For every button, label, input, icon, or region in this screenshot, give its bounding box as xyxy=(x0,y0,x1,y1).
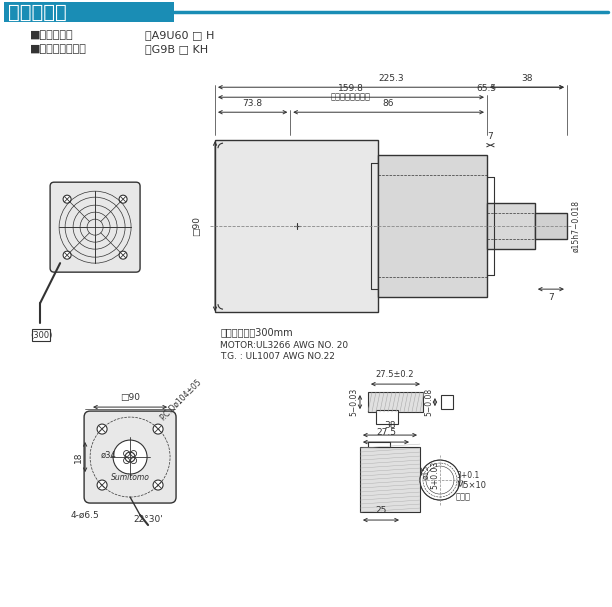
Text: 27.5: 27.5 xyxy=(376,428,396,437)
Bar xyxy=(360,447,420,512)
Text: 159.8: 159.8 xyxy=(338,84,364,93)
Text: 27.5±0.2: 27.5±0.2 xyxy=(376,370,414,379)
Text: ø34: ø34 xyxy=(100,450,116,459)
Text: Sumitomo: Sumitomo xyxy=(111,473,149,481)
FancyBboxPatch shape xyxy=(50,182,140,272)
Text: 5−0.08: 5−0.08 xyxy=(425,388,433,416)
Circle shape xyxy=(125,452,135,462)
Text: T.G. : UL1007 AWG NO.22: T.G. : UL1007 AWG NO.22 xyxy=(220,351,335,361)
Text: 5+0.03: 5+0.03 xyxy=(430,461,439,489)
Text: タップ: タップ xyxy=(456,492,471,501)
Circle shape xyxy=(97,424,107,434)
Circle shape xyxy=(63,195,71,203)
Text: 73.8: 73.8 xyxy=(242,99,263,108)
Bar xyxy=(215,140,378,312)
Circle shape xyxy=(420,460,460,500)
Text: ø15h7−0.018: ø15h7−0.018 xyxy=(572,200,581,252)
Circle shape xyxy=(153,480,163,490)
Text: (300): (300) xyxy=(30,331,52,340)
Text: □90: □90 xyxy=(193,216,201,236)
Circle shape xyxy=(153,424,163,434)
Text: M5×10: M5×10 xyxy=(456,481,486,490)
Bar xyxy=(368,392,423,412)
Text: ：G9B □ KH: ：G9B □ KH xyxy=(145,44,208,54)
Text: （モータ部長さ）: （モータ部長さ） xyxy=(331,92,371,101)
Text: 65.5: 65.5 xyxy=(477,84,497,93)
Bar xyxy=(32,329,50,341)
Text: 38: 38 xyxy=(521,74,532,83)
Text: ■ギヤヘッド形式: ■ギヤヘッド形式 xyxy=(30,44,87,54)
Text: 4-ø6.5: 4-ø6.5 xyxy=(71,510,100,520)
Text: 25: 25 xyxy=(375,506,387,515)
Text: 3+0.1: 3+0.1 xyxy=(456,470,479,480)
Text: 18: 18 xyxy=(73,452,83,463)
Bar xyxy=(535,213,567,239)
Text: 225.3: 225.3 xyxy=(378,74,404,83)
Circle shape xyxy=(119,251,127,259)
Text: ギヤモータ: ギヤモータ xyxy=(8,3,67,22)
Bar xyxy=(376,410,398,424)
Circle shape xyxy=(97,480,107,490)
FancyBboxPatch shape xyxy=(84,411,176,503)
Text: 7: 7 xyxy=(548,293,554,302)
Bar xyxy=(487,203,535,249)
Circle shape xyxy=(63,251,71,259)
Text: ■モータ形式: ■モータ形式 xyxy=(30,30,73,40)
Text: 86: 86 xyxy=(383,99,394,108)
Text: ø15: ø15 xyxy=(422,465,431,479)
Text: リード線長さ300mm: リード線長さ300mm xyxy=(220,327,293,337)
Bar xyxy=(378,155,487,297)
Text: MOTOR:UL3266 AWG NO. 20: MOTOR:UL3266 AWG NO. 20 xyxy=(220,341,348,350)
Text: P.C.Dø104±05: P.C.Dø104±05 xyxy=(158,377,203,422)
Text: □90: □90 xyxy=(120,393,140,402)
Text: 22°30': 22°30' xyxy=(133,515,163,524)
Circle shape xyxy=(119,195,127,203)
Text: 38: 38 xyxy=(384,421,396,430)
Text: ：A9U60 □ H: ：A9U60 □ H xyxy=(145,30,214,40)
Bar xyxy=(368,442,390,447)
Text: 7: 7 xyxy=(488,132,493,141)
Text: 5−0.03: 5−0.03 xyxy=(349,388,359,416)
Bar xyxy=(4,2,174,22)
Circle shape xyxy=(113,440,147,474)
Bar xyxy=(441,395,453,409)
